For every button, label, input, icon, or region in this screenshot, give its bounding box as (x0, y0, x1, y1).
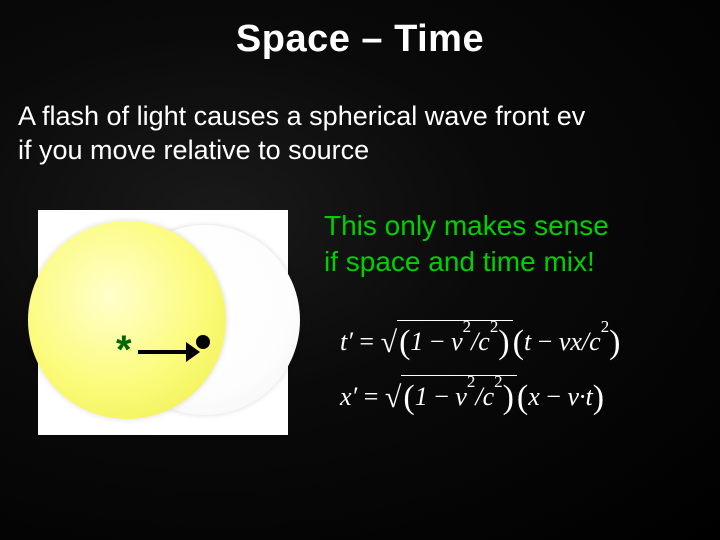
slide: Space – Time A flash of light causes a s… (0, 0, 720, 540)
body-text: A flash of light causes a spherical wave… (18, 100, 585, 168)
equation-x-prime: x′ = √(1 − v2/c2)(x − v·t) (340, 375, 710, 414)
wavefront-diagram: * (38, 210, 288, 435)
equation-t-prime: t′ = √(1 − v2/c2)(t − vx/c2) (340, 320, 710, 359)
body-line-1: A flash of light causes a spherical wave… (18, 101, 585, 131)
lorentz-equations: t′ = √(1 − v2/c2)(t − vx/c2) x′ = √(1 − … (340, 320, 710, 430)
source-star-icon: * (116, 328, 132, 373)
velocity-arrow-line (138, 350, 188, 354)
emphasis-text: This only makes sense if space and time … (324, 208, 609, 281)
emphasis-line-1: This only makes sense (324, 210, 609, 241)
body-line-2: if you move relative to source (18, 135, 369, 165)
slide-title: Space – Time (0, 0, 720, 61)
wavefront-source-frame (28, 221, 226, 419)
observer-dot-icon (196, 335, 210, 349)
emphasis-line-2: if space and time mix! (324, 246, 595, 277)
eq-t-lhs: t′ (340, 327, 353, 356)
eq-x-lhs: x′ (340, 382, 357, 411)
